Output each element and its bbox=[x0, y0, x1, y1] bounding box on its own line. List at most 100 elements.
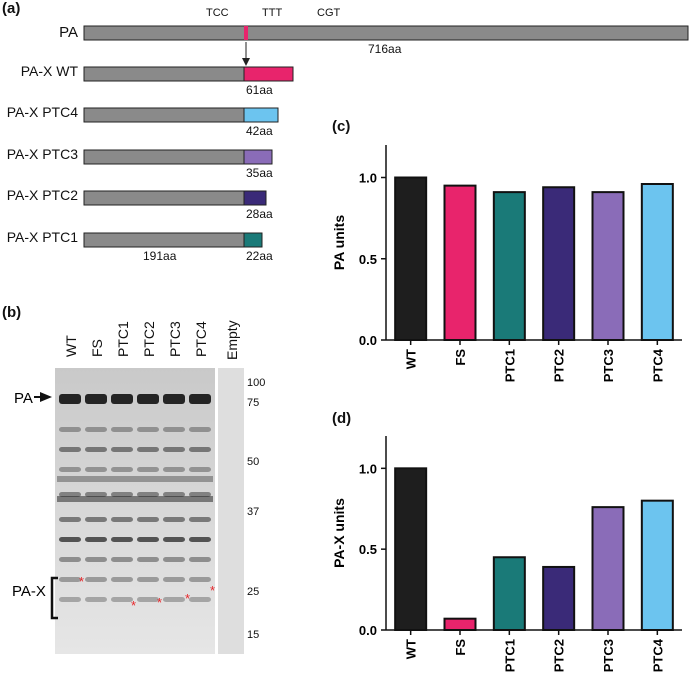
gel-band bbox=[189, 557, 211, 562]
gel-band bbox=[59, 427, 81, 432]
gel-band bbox=[163, 597, 185, 602]
x-tick-label: PTC4 bbox=[650, 348, 665, 382]
y-tick-label: 0.5 bbox=[359, 252, 377, 267]
gel-band bbox=[137, 447, 159, 452]
mw-marker-label: 37 bbox=[247, 506, 260, 518]
gel-band bbox=[163, 577, 185, 582]
gel-band bbox=[189, 517, 211, 522]
gel-band bbox=[57, 476, 213, 482]
gel-band bbox=[189, 577, 211, 582]
tail-length-label: 35aa bbox=[246, 166, 273, 180]
gel-band bbox=[85, 447, 107, 452]
y-axis-label: PA units bbox=[331, 215, 347, 270]
n-terminal-bar bbox=[83, 149, 245, 165]
bar bbox=[542, 186, 576, 341]
bar bbox=[394, 467, 428, 632]
pax-band-star: * bbox=[210, 583, 215, 598]
x-orf-tail-bar bbox=[243, 149, 273, 165]
x-orf-tail-bar bbox=[243, 232, 263, 248]
panel-a-label: (a) bbox=[2, 0, 21, 17]
bar bbox=[640, 183, 674, 341]
gel-band bbox=[163, 447, 185, 452]
pa-row-label: PA bbox=[59, 24, 78, 41]
gel-band bbox=[163, 537, 185, 542]
gel-band bbox=[59, 394, 81, 404]
mw-marker-label: 50 bbox=[247, 456, 260, 468]
n-terminal-bar bbox=[83, 232, 245, 248]
x-orf-tail-bar bbox=[243, 190, 267, 206]
gel-band bbox=[85, 427, 107, 432]
gel-band bbox=[137, 577, 159, 582]
mw-marker-label: 75 bbox=[247, 397, 260, 409]
gel-band bbox=[59, 447, 81, 452]
bar bbox=[591, 191, 625, 341]
pax-band-label: PA-X bbox=[12, 583, 46, 600]
gel-band bbox=[111, 577, 133, 582]
pa-band-arrow bbox=[40, 392, 52, 402]
construct-label: PA-X PTC3 bbox=[6, 146, 78, 162]
western-blot: * * * * * PA PA-X bbox=[12, 368, 244, 654]
gel-band bbox=[111, 467, 133, 472]
gel-band bbox=[137, 467, 159, 472]
n-terminal-bar bbox=[83, 190, 245, 206]
gel-band bbox=[59, 492, 81, 497]
gel-band bbox=[163, 492, 185, 497]
x-orf-tail-bar bbox=[243, 66, 294, 82]
construct-label: PA-X WT bbox=[20, 63, 78, 79]
construct-label-wrap: PA-X PTC1 bbox=[0, 229, 78, 249]
panel-c-label: (c) bbox=[332, 118, 351, 135]
gel-lane-label: PTC2 bbox=[141, 321, 157, 357]
y-tick-label: 1.0 bbox=[359, 461, 377, 476]
gel-band bbox=[163, 467, 185, 472]
construct-label-wrap: PA-X PTC4 bbox=[0, 104, 78, 124]
gel-lane-label: PTC3 bbox=[167, 321, 183, 357]
gel-band bbox=[189, 427, 211, 432]
gel-band bbox=[137, 492, 159, 497]
gel-band bbox=[59, 557, 81, 562]
gel-lane-label: WT bbox=[63, 335, 79, 357]
gel-band bbox=[59, 467, 81, 472]
panel-d-label: (d) bbox=[332, 410, 352, 427]
gel-lane-label: PTC4 bbox=[193, 321, 209, 357]
x-tick-label: PTC4 bbox=[650, 638, 665, 672]
panel-b-label: (b) bbox=[2, 304, 22, 321]
y-tick-label: 1.0 bbox=[359, 171, 377, 186]
n-terminal-bar bbox=[83, 107, 245, 123]
bar bbox=[542, 565, 576, 631]
gel-band bbox=[57, 496, 213, 502]
frameshift-arrowhead bbox=[242, 58, 250, 66]
mw-marker-label: 100 bbox=[247, 377, 266, 389]
construct-label: PA-X PTC4 bbox=[6, 104, 78, 120]
gel-empty-lane-label: Empty bbox=[224, 320, 240, 360]
gel-band bbox=[85, 467, 107, 472]
gel-band bbox=[111, 447, 133, 452]
gel-band bbox=[59, 597, 81, 602]
x-tick-label: WT bbox=[404, 349, 419, 369]
gel-band bbox=[137, 557, 159, 562]
gel-band bbox=[85, 394, 107, 404]
pa-band-label: PA bbox=[14, 390, 33, 407]
pax-bracket bbox=[50, 576, 58, 620]
pax-band-star: * bbox=[157, 595, 162, 610]
gel-band bbox=[59, 517, 81, 522]
gel-band bbox=[111, 427, 133, 432]
n-terminal-bar bbox=[83, 66, 245, 82]
gel-band bbox=[189, 537, 211, 542]
pa-bar bbox=[83, 25, 689, 41]
tail-length-label: 61aa bbox=[246, 83, 273, 97]
bar bbox=[492, 556, 526, 631]
gel-band bbox=[85, 577, 107, 582]
gel-band bbox=[163, 427, 185, 432]
gel-band bbox=[163, 557, 185, 562]
chart-pax-units: 0.0 0.5 1.0 PA-X units WT FS PTC1 PTC2 PTC3 PTC4 bbox=[331, 436, 682, 672]
domain-diagram bbox=[83, 25, 689, 248]
gel-band bbox=[137, 517, 159, 522]
gel-band bbox=[189, 597, 211, 602]
construct-label-wrap: PA-X WT bbox=[0, 63, 78, 83]
x-tick-label: FS bbox=[453, 639, 468, 656]
gel-band bbox=[163, 394, 185, 404]
x-tick-label: WT bbox=[404, 639, 419, 659]
gel-empty-lane bbox=[218, 368, 244, 654]
x-tick-label: PTC3 bbox=[601, 349, 616, 382]
mw-marker-label: 25 bbox=[247, 586, 260, 598]
